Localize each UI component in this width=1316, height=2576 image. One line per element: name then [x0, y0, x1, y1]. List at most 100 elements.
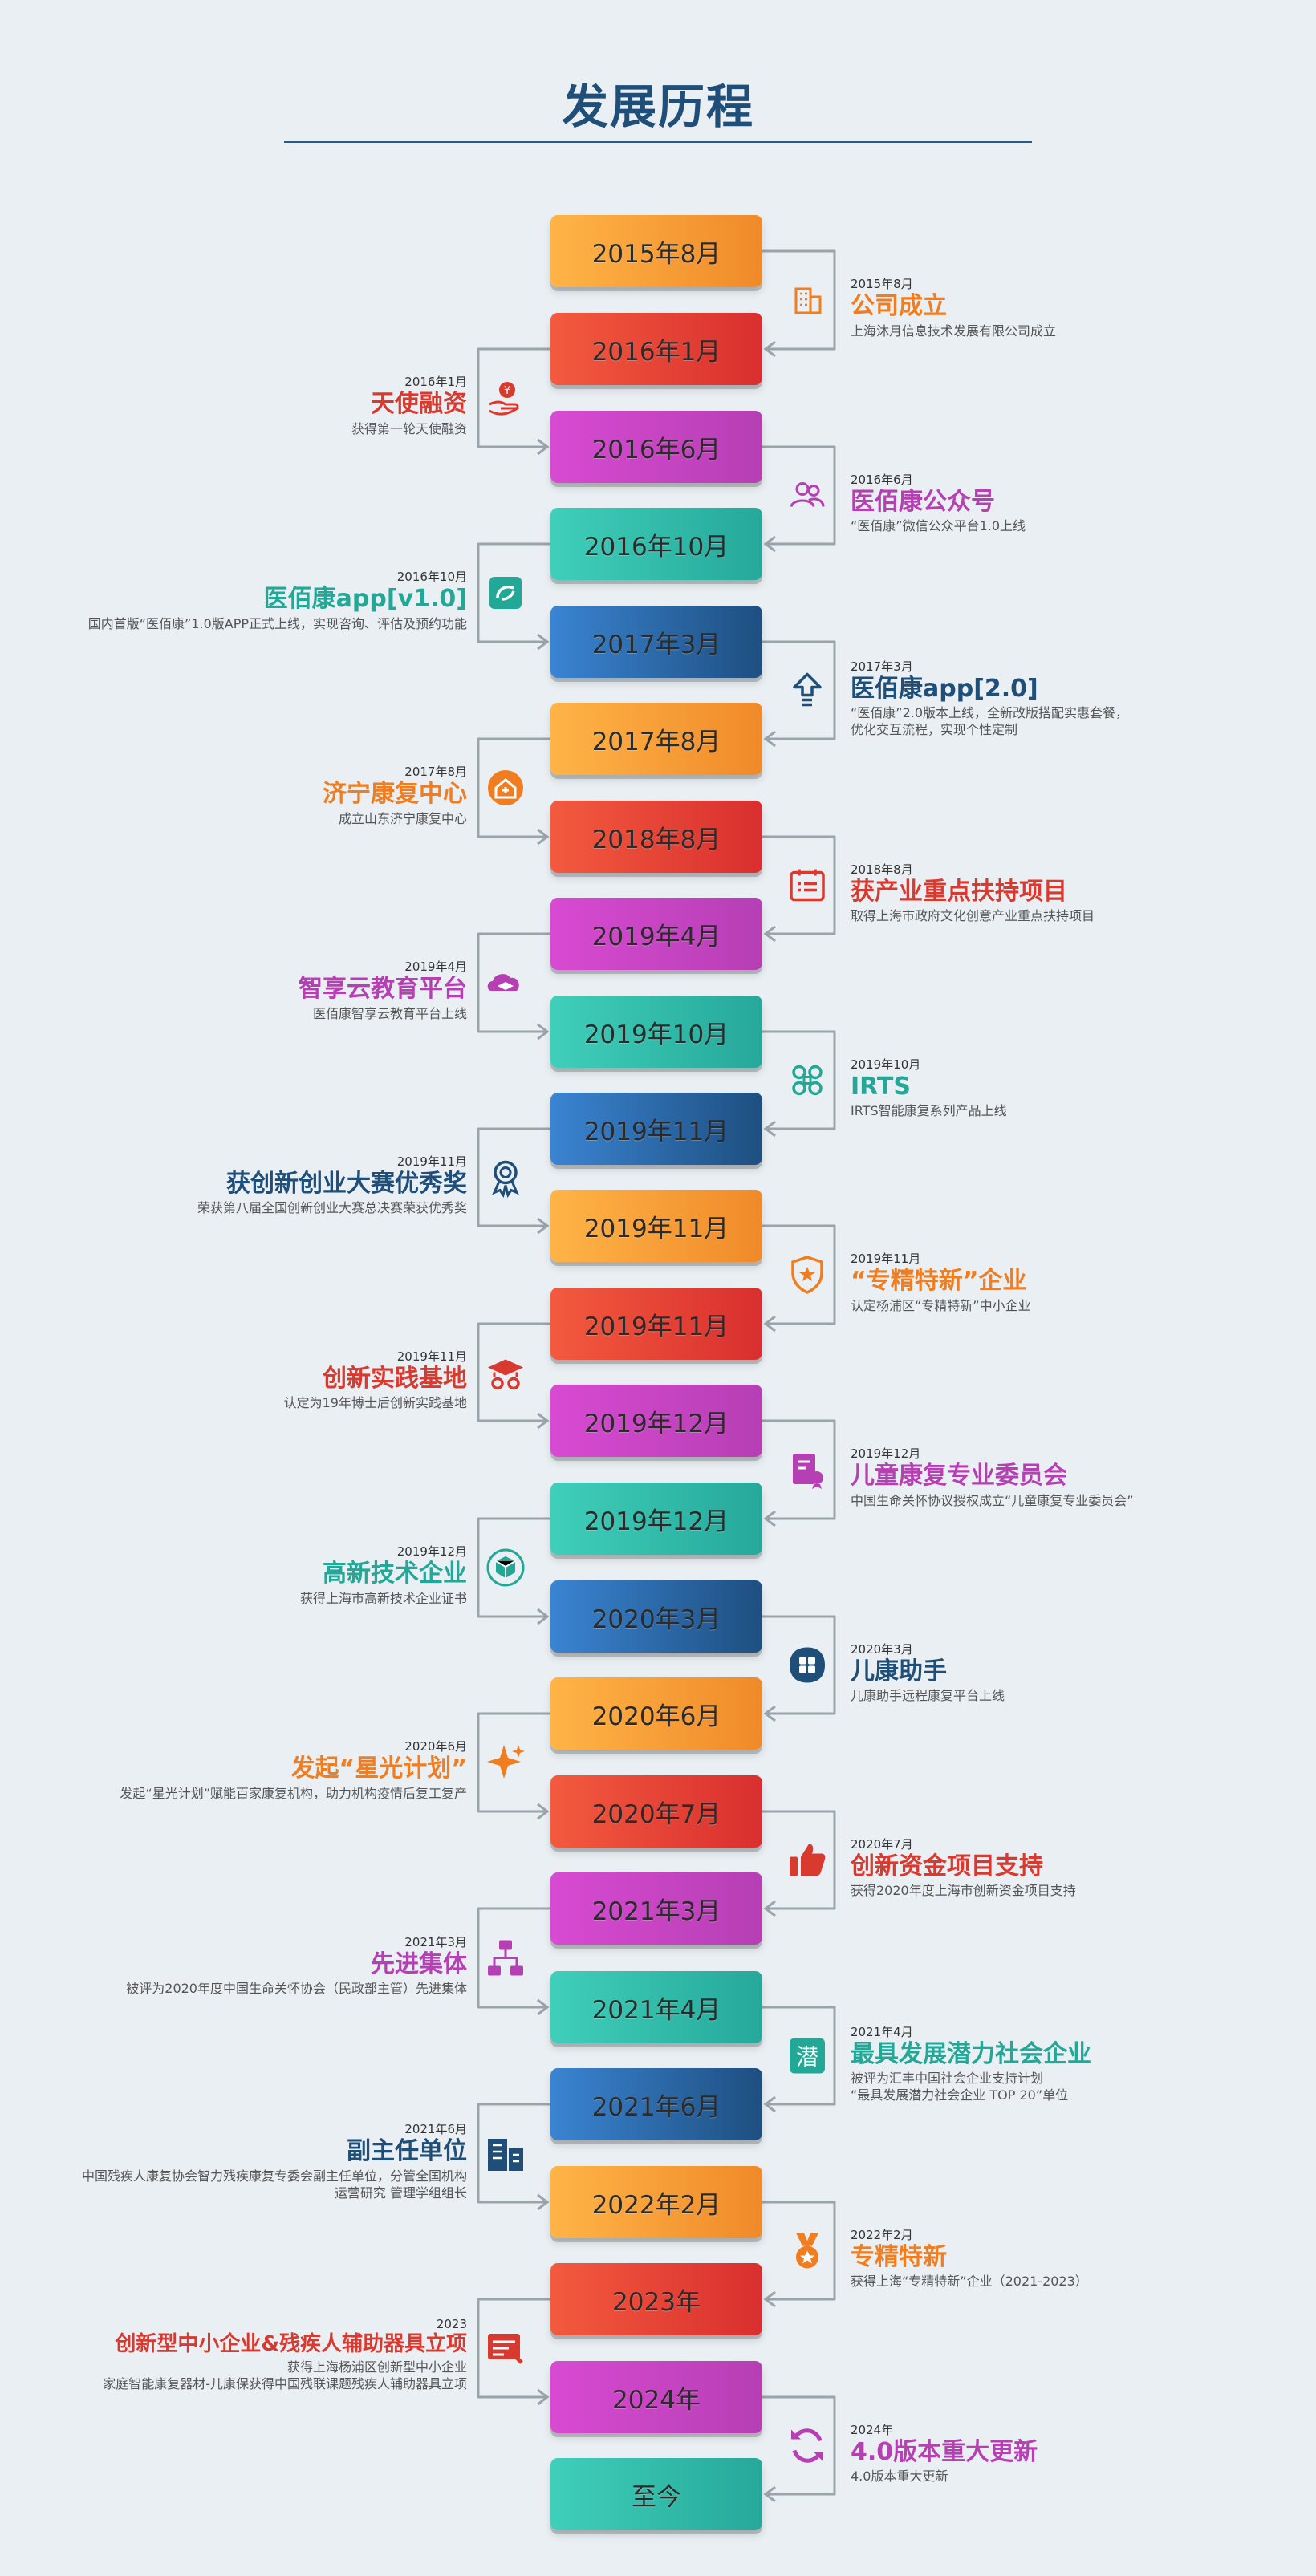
milestone-date: 2019年10月 — [851, 1057, 921, 1072]
year-box: 2020年6月 — [550, 1677, 762, 1750]
milestone-date: 2019年12月 — [851, 1446, 921, 1461]
year-label: 2018年8月 — [591, 825, 721, 854]
connector-line — [477, 347, 550, 448]
connector-line — [762, 1224, 836, 1325]
milestone-annotation: 2019年12月 高新技术企业获得上海市高新技术企业证书 — [299, 1544, 467, 1608]
year-box: 2021年3月 — [550, 1872, 762, 1945]
milestone-date: 2019年4月 — [404, 959, 467, 974]
milestone-title: 副主任单位 — [347, 2137, 467, 2166]
app-icon — [489, 577, 522, 609]
milestone-description: 中国残疾人康复协会智力残疾康复专委会副主任单位，分管全国机构 — [81, 2168, 467, 2184]
year-box: 2016年6月 — [550, 411, 762, 483]
connector-line — [762, 1615, 836, 1715]
milestone-annotation: 2019年4月 智享云教育平台 医佰康智享云教育平台上线 — [299, 959, 467, 1023]
milestone-description: 荣获第八届全国创新创业大赛总决赛荣获优秀奖 — [197, 1200, 467, 1216]
milestone-description: 认定为19年博士后创新实践基地 — [283, 1395, 467, 1411]
milestone-description: 获得上海市高新技术企业证书 — [299, 1590, 467, 1606]
connector-line — [477, 932, 550, 1033]
connector-arrow — [537, 1412, 550, 1430]
milestone-date: 2019年11月 — [396, 1349, 467, 1364]
milestone-title: 医佰康公众号 — [851, 487, 995, 516]
milestone-date: 2020年3月 — [851, 1641, 913, 1657]
year-box: 2019年4月 — [550, 898, 762, 970]
milestone-annotation: 2022年2月 专精特新 获得上海“专精特新”企业（2021-2023） — [851, 2227, 1088, 2291]
connector-line — [762, 2201, 836, 2301]
year-label: 2016年6月 — [591, 435, 721, 464]
milestone-date: 2017年3月 — [851, 659, 913, 674]
milestone-date: 2017年8月 — [404, 765, 467, 779]
milestone-description: 中国生命关怀协议授权成立“儿童康复专业委员会” — [851, 1492, 1134, 1508]
year-label: 2019年11月 — [583, 1117, 729, 1146]
connector-line — [762, 2395, 836, 2496]
graduation-cap-icon — [488, 1359, 523, 1390]
milestone-date: 2022年2月 — [851, 2227, 913, 2242]
milestone-date: 2024年 — [851, 2422, 894, 2437]
milestone-title: 创新型中小企业&残疾人辅助器具立项 — [115, 2332, 467, 2357]
year-label: 至今 — [632, 2482, 681, 2512]
shield-star-icon — [791, 1256, 823, 1294]
milestone-date: 2015年8月 — [851, 277, 913, 291]
milestone-description: 家庭智能康复器材-儿康保获得中国残联课题残疾人辅助器具立项 — [103, 2375, 467, 2391]
milestone-title: 公司成立 — [851, 292, 947, 321]
milestone-title: 最具发展潜力社会企业 — [851, 2039, 1091, 2068]
milestone-date: 2021年3月 — [404, 1934, 467, 1949]
office-buildings-icon — [488, 2139, 523, 2171]
year-label: 2016年10月 — [583, 532, 729, 562]
connector-arrow — [763, 730, 776, 748]
milestone-title: 获产业重点扶持项目 — [851, 877, 1067, 906]
milestone-description: 认定杨浦区“专精特新”中小企业 — [851, 1297, 1031, 1313]
milestone-annotation: 2021年4月 最具发展潜力社会企业 被评为汇丰中国社会企业支持计划 “最具发展潜力社… — [851, 2025, 1091, 2104]
connector-arrow — [537, 1023, 550, 1041]
year-label: 2017年8月 — [591, 727, 721, 757]
year-box: 2022年2月 — [550, 2166, 762, 2238]
year-box: 2018年8月 — [550, 801, 762, 873]
milestone-title: 儿童康复专业委员会 — [851, 1462, 1067, 1491]
connector-line — [762, 1419, 836, 1520]
connector-arrow — [537, 1803, 550, 1820]
milestone-annotation: 2019年11月 获创新创业大赛优秀奖 荣获第八届全国创新创业大赛总决赛荣获优秀奖 — [197, 1154, 467, 1218]
milestone-date: 2019年11月 — [396, 1154, 467, 1169]
year-box: 2019年11月 — [550, 1190, 762, 1262]
command-icon — [792, 1065, 822, 1096]
year-box: 至今 — [550, 2458, 762, 2530]
milestone-annotation: 2020年7月 创新资金项目支持 获得2020年度上海市创新资金项目支持 — [851, 1837, 1076, 1901]
year-label: 2021年4月 — [591, 1995, 721, 2025]
milestone-title: 医佰康app[v1.0] — [263, 585, 467, 614]
connector-line — [762, 1030, 836, 1130]
award-ribbon-icon — [492, 1160, 519, 1199]
calendar-icon — [790, 869, 825, 902]
milestone-title: 济宁康复中心 — [323, 780, 467, 809]
milestone-date: 2019年11月 — [851, 1251, 921, 1266]
year-box: 2019年11月 — [550, 1093, 762, 1165]
connector-line — [762, 249, 836, 351]
milestone-date: 2019年12月 — [396, 1544, 467, 1559]
milestone-title: 专精特新 — [851, 2242, 947, 2271]
year-label: 2019年10月 — [583, 1020, 729, 1049]
milestone-annotation: 2016年10月 医佰康app[v1.0] 国内首版“医佰康”1.0版APP正式上线… — [88, 570, 467, 633]
connector-line — [477, 1322, 550, 1422]
connector-line — [477, 1907, 550, 2009]
svg-text:潜: 潜 — [796, 2044, 818, 2071]
milestone-description: “最具发展潜力社会企业 TOP 20”单位 — [851, 2087, 1069, 2103]
connector-line — [477, 542, 550, 643]
connector-arrow — [763, 925, 776, 943]
document-icon — [488, 2334, 523, 2364]
milestone-description: 被评为2020年度中国生命关怀协会（民政部主管）先进集体 — [126, 1981, 467, 1997]
milestone-date: 2018年8月 — [851, 862, 913, 877]
milestone-description: 4.0版本重大更新 — [851, 2468, 948, 2485]
building-icon — [794, 287, 822, 314]
connector-line — [762, 1810, 836, 1910]
year-label: 2017年3月 — [591, 630, 721, 659]
milestone-annotation: 2017年3月 医佰康app[2.0] “医佰康”2.0版本上线，全新改版搭配实惠套… — [851, 659, 1128, 739]
milestone-annotation: 2019年10月 IRTS IRTS智能康复系列产品上线 — [851, 1057, 1007, 1121]
milestone-title: 高新技术企业 — [323, 1560, 467, 1588]
year-box: 2017年3月 — [550, 606, 762, 678]
milestone-annotation: 2016年1月 天使融资 获得第一轮天使融资 — [351, 375, 467, 438]
year-label: 2021年3月 — [591, 1897, 721, 1926]
cube-icon — [486, 1548, 525, 1587]
connector-line — [477, 1712, 550, 1813]
connector-arrow — [537, 633, 550, 651]
connector-arrow — [537, 1217, 550, 1235]
